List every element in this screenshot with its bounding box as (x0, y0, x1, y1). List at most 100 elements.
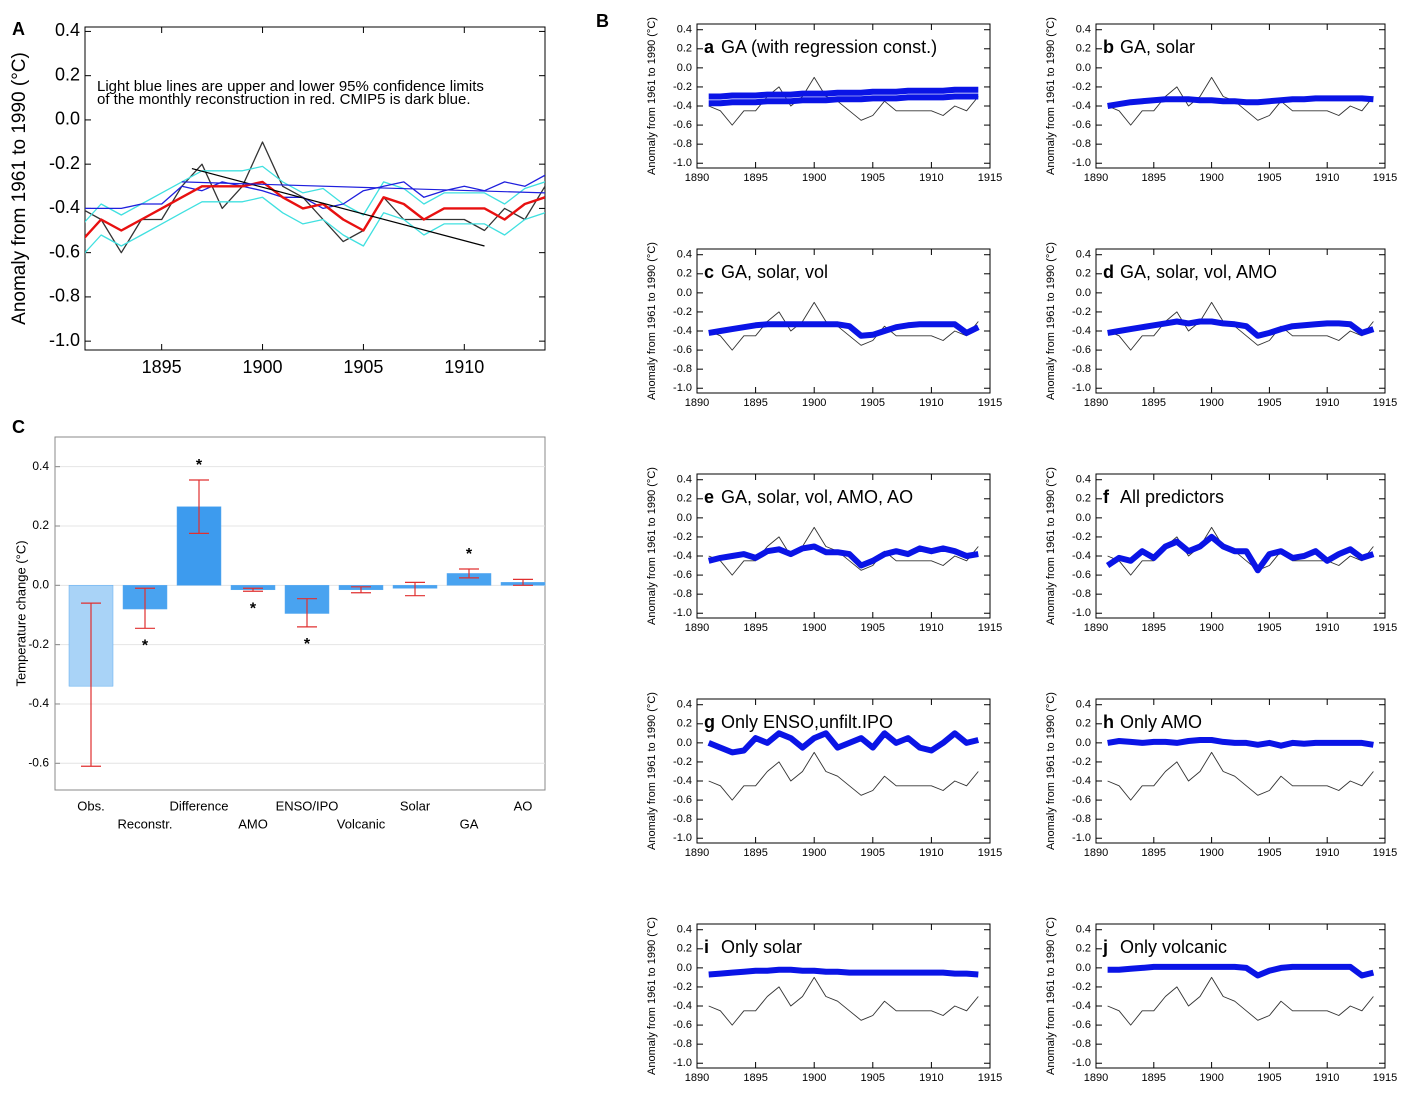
y-tick-label: -0.8 (1072, 588, 1091, 600)
series-line (1107, 751, 1374, 801)
series-line (708, 301, 979, 351)
y-tick-label: -0.6 (1072, 119, 1091, 131)
y-tick-label: 0.4 (677, 924, 692, 936)
error-bar (459, 568, 479, 579)
x-tick-label: 1915 (1373, 397, 1397, 409)
plot-lines (1105, 526, 1375, 576)
y-tick-label: -0.6 (673, 1019, 692, 1031)
y-tick-label: -0.8 (673, 588, 692, 600)
significance-star: * (466, 546, 473, 563)
panel-label: h (1103, 712, 1114, 732)
y-tick-label: 0.4 (677, 699, 692, 711)
y-tick-label: -1.0 (673, 607, 692, 619)
series-line (85, 196, 545, 254)
y-tick-label: -0.2 (673, 306, 692, 318)
series-line (708, 93, 979, 107)
series-line (708, 751, 979, 801)
plot-frame (1095, 248, 1386, 394)
plot-lines (1107, 963, 1375, 1026)
error-bar (405, 581, 425, 597)
x-tick-label: 1910 (919, 622, 943, 634)
panel-label: c (704, 262, 714, 282)
y-tick-label: 0.2 (677, 43, 692, 55)
y-axis-label: Anomaly from 1961 to 1990 (°C) (1045, 242, 1057, 400)
x-tick-label: 1910 (444, 357, 484, 377)
y-tick-label: 0.4 (677, 249, 692, 261)
x-tick-label: 1895 (1142, 172, 1166, 184)
y-tick-label: 0.2 (1076, 43, 1091, 55)
plot-frame (84, 26, 546, 351)
series-line (1107, 301, 1374, 351)
y-tick-label: -1.0 (673, 1057, 692, 1069)
panel-label: C (12, 417, 25, 437)
panel-label: g (704, 712, 715, 732)
x-tick-label: 1895 (743, 172, 767, 184)
x-tick-label: 1890 (685, 172, 709, 184)
y-tick-label: -0.6 (28, 755, 49, 769)
y-tick-label: 0.4 (1076, 924, 1091, 936)
x-tick-label: 1910 (919, 397, 943, 409)
y-tick-label: 0.0 (677, 737, 692, 749)
x-tick-label: 1905 (861, 172, 885, 184)
panel-title: GA, solar (1120, 37, 1195, 57)
y-tick-label: -0.4 (1072, 775, 1091, 787)
x-tick-label: 1895 (1142, 847, 1166, 859)
y-tick-label: -0.4 (1072, 100, 1091, 112)
x-tick-label: 1890 (1084, 397, 1108, 409)
y-tick-label: 0.4 (55, 20, 80, 40)
plot-frame (696, 23, 991, 169)
x-tick-label: 1900 (802, 172, 826, 184)
y-tick-label: -0.8 (49, 286, 80, 306)
y-axis-label: Anomaly from 1961 to 1990 (°C) (1045, 692, 1057, 850)
y-tick-label: -1.0 (673, 157, 692, 169)
x-tick-label: 1915 (978, 172, 1002, 184)
y-tick-label: 0.4 (32, 459, 49, 473)
y-tick-label: 0.0 (55, 109, 80, 129)
y-tick-label: 0.2 (1076, 493, 1091, 505)
error-bar (135, 587, 155, 629)
y-tick-label: -0.2 (1072, 981, 1091, 993)
plot-frame (1095, 473, 1386, 619)
x-tick-label: 1905 (861, 397, 885, 409)
y-axis-label: Temperature change (°C) (13, 540, 28, 686)
series-line (1107, 737, 1374, 749)
error-bar (243, 587, 263, 592)
x-tick-label: 1905 (861, 1072, 885, 1084)
x-tick-label: 1900 (1199, 622, 1223, 634)
y-tick-label: -0.8 (673, 138, 692, 150)
x-tick-label: 1910 (1315, 397, 1339, 409)
x-tick-label: 1900 (802, 397, 826, 409)
y-tick-label: -0.4 (673, 550, 692, 562)
y-tick-label: 0.0 (1076, 737, 1091, 749)
x-tick-label: AO (514, 798, 533, 813)
panel-label: f (1103, 487, 1110, 507)
y-tick-label: 0.2 (55, 64, 80, 84)
series-line (707, 543, 979, 569)
x-tick-label: 1905 (861, 622, 885, 634)
plot-lines (707, 526, 979, 576)
series-line (708, 76, 979, 126)
x-tick-label: 1895 (743, 1072, 767, 1084)
x-tick-label: 1910 (919, 1072, 943, 1084)
y-tick-label: -1.0 (1072, 382, 1091, 394)
plot-frame (1095, 923, 1386, 1069)
y-tick-label: -1.0 (1072, 157, 1091, 169)
x-tick-label: 1890 (685, 1072, 709, 1084)
x-tick-label: 1895 (1142, 1072, 1166, 1084)
error-bar (297, 598, 317, 628)
series-line (85, 141, 545, 254)
y-tick-label: -0.8 (1072, 363, 1091, 375)
y-tick-label: -0.2 (673, 531, 692, 543)
error-bar (351, 586, 371, 594)
y-tick-label: 0.0 (677, 962, 692, 974)
y-tick-label: -0.8 (1072, 1038, 1091, 1050)
y-tick-label: 0.2 (1076, 718, 1091, 730)
plot-frame (696, 473, 991, 619)
y-tick-label: 0.2 (1076, 268, 1091, 280)
series-line (708, 966, 979, 978)
y-tick-label: -1.0 (1072, 1057, 1091, 1069)
panel-title: GA, solar, vol (721, 262, 828, 282)
series-line (1107, 95, 1374, 109)
